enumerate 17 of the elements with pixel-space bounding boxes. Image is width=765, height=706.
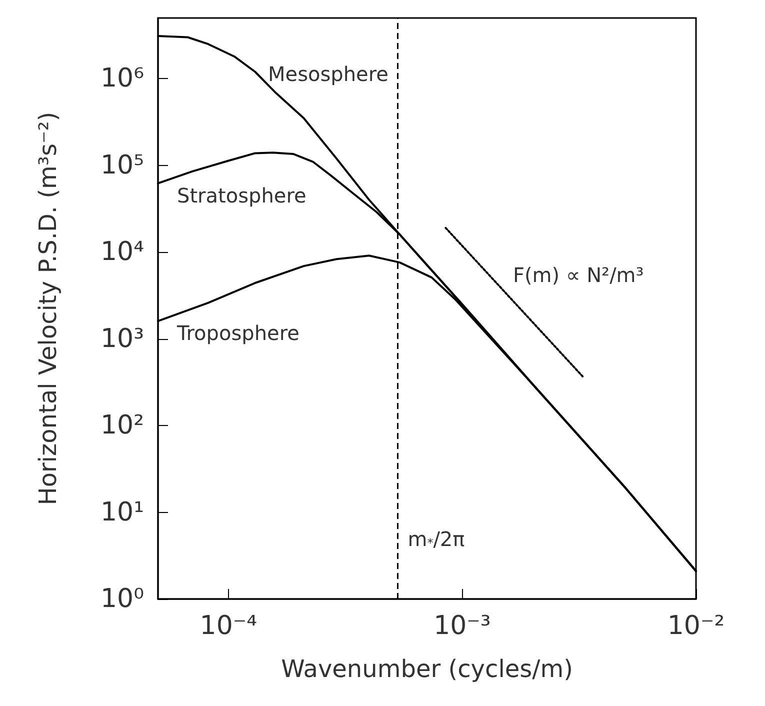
y-tick-label: 10¹ bbox=[100, 497, 144, 528]
y-tick-label: 10⁵ bbox=[100, 150, 144, 180]
y-axis-title: Horizontal Velocity P.S.D. (m³s⁻²) bbox=[34, 112, 62, 506]
series-label: Stratosphere bbox=[177, 183, 306, 208]
x-tick-label: 10⁻³ bbox=[434, 611, 491, 641]
x-tick-label: 10⁻⁴ bbox=[200, 611, 257, 641]
y-tick-label: 10⁴ bbox=[100, 237, 144, 268]
series-label: Troposphere bbox=[176, 321, 300, 346]
ref-line-label: m*/2π bbox=[408, 527, 465, 551]
series-label: Mesosphere bbox=[268, 62, 388, 86]
y-tick-label: 10³ bbox=[100, 324, 144, 354]
y-tick-label: 10⁰ bbox=[100, 584, 144, 614]
y-tick-label: 10⁶ bbox=[100, 64, 144, 94]
annotation: F(m) ∝ N²/m³ bbox=[513, 263, 644, 287]
x-axis-title: Wavenumber (cycles/m) bbox=[281, 655, 573, 683]
y-tick-label: 10² bbox=[100, 410, 144, 441]
x-tick-label: 10⁻² bbox=[667, 611, 725, 641]
